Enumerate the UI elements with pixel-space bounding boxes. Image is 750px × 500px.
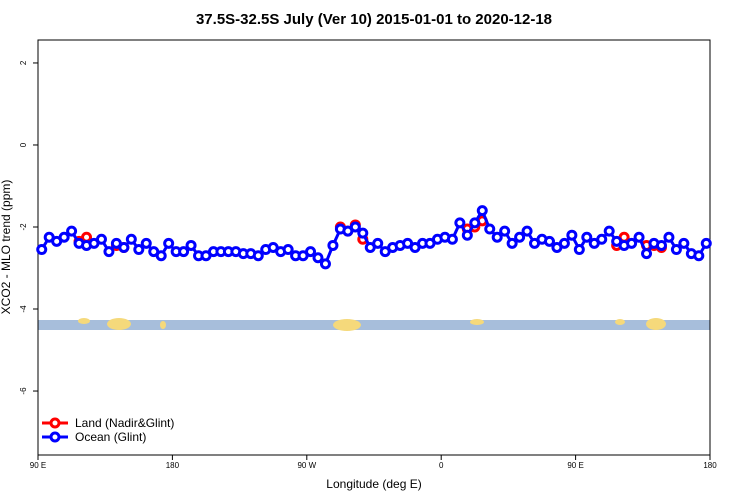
- chart-title: 37.5S-32.5S July (Ver 10) 2015-01-01 to …: [196, 11, 552, 28]
- y-tick-label: -2: [19, 223, 28, 231]
- data-point: [581, 231, 593, 243]
- x-tick-label: 0: [439, 461, 444, 470]
- data-point: [446, 233, 458, 245]
- data-point: [305, 246, 317, 258]
- data-point: [655, 239, 667, 251]
- legend-label: Land (Nadir&Glint): [75, 416, 174, 430]
- data-point: [484, 223, 496, 235]
- data-point: [476, 205, 488, 217]
- data-point: [506, 237, 518, 249]
- data-point: [66, 225, 78, 237]
- data-point: [469, 217, 481, 229]
- data-point: [663, 231, 675, 243]
- data-point: [700, 237, 712, 249]
- data-point: [133, 244, 145, 256]
- data-point: [282, 244, 294, 256]
- x-axis-label: Longitude (deg E): [326, 477, 421, 491]
- data-point: [327, 239, 339, 251]
- data-point: [312, 252, 324, 264]
- data-point: [491, 231, 503, 243]
- data-point: [36, 244, 48, 256]
- y-tick-label: 2: [19, 60, 28, 65]
- y-axis-label: XCO2 - MLO trend (ppm): [0, 180, 13, 315]
- y-tick-label: -4: [19, 305, 28, 313]
- data-point: [118, 242, 130, 253]
- data-point: [566, 229, 578, 241]
- legend-marker: [49, 417, 61, 429]
- data-point: [319, 258, 331, 270]
- data-point: [58, 231, 70, 243]
- data-point: [95, 233, 107, 245]
- data-point: [155, 250, 167, 262]
- data-point: [670, 244, 682, 256]
- data-point: [678, 237, 690, 249]
- data-point: [163, 237, 175, 249]
- data-point: [349, 221, 361, 233]
- data-point: [178, 246, 190, 258]
- data-point: [514, 231, 526, 243]
- legend: Land (Nadir&Glint)Ocean (Glint): [42, 416, 174, 444]
- data-point: [603, 225, 615, 237]
- x-tick-label: 180: [703, 461, 717, 470]
- data-point: [103, 246, 115, 258]
- data-point: [633, 231, 645, 243]
- data-point: [140, 237, 152, 249]
- legend-marker: [49, 431, 61, 443]
- data-point: [461, 229, 473, 241]
- data-point: [641, 248, 653, 260]
- data-point: [693, 250, 705, 262]
- data-point: [125, 233, 137, 245]
- data-point: [357, 227, 369, 239]
- data-point: [252, 250, 264, 262]
- y-tick-label: 0: [19, 142, 28, 147]
- x-tick-label: 90 E: [567, 461, 583, 470]
- data-point: [185, 239, 197, 251]
- legend-label: Ocean (Glint): [75, 430, 146, 444]
- map-strip: [38, 318, 710, 331]
- data-point: [558, 237, 570, 249]
- x-tick-label: 180: [166, 461, 180, 470]
- x-tick-label: 90 E: [30, 461, 46, 470]
- data-point: [521, 225, 533, 237]
- data-point: [372, 237, 384, 249]
- data-point: [573, 244, 585, 256]
- data-point: [596, 233, 608, 245]
- data-point: [626, 237, 638, 249]
- data-point: [499, 225, 511, 237]
- data-point: [454, 217, 466, 229]
- y-tick-label: -6: [19, 387, 28, 395]
- x-tick-label: 90 W: [297, 461, 316, 470]
- data-point: [543, 235, 555, 247]
